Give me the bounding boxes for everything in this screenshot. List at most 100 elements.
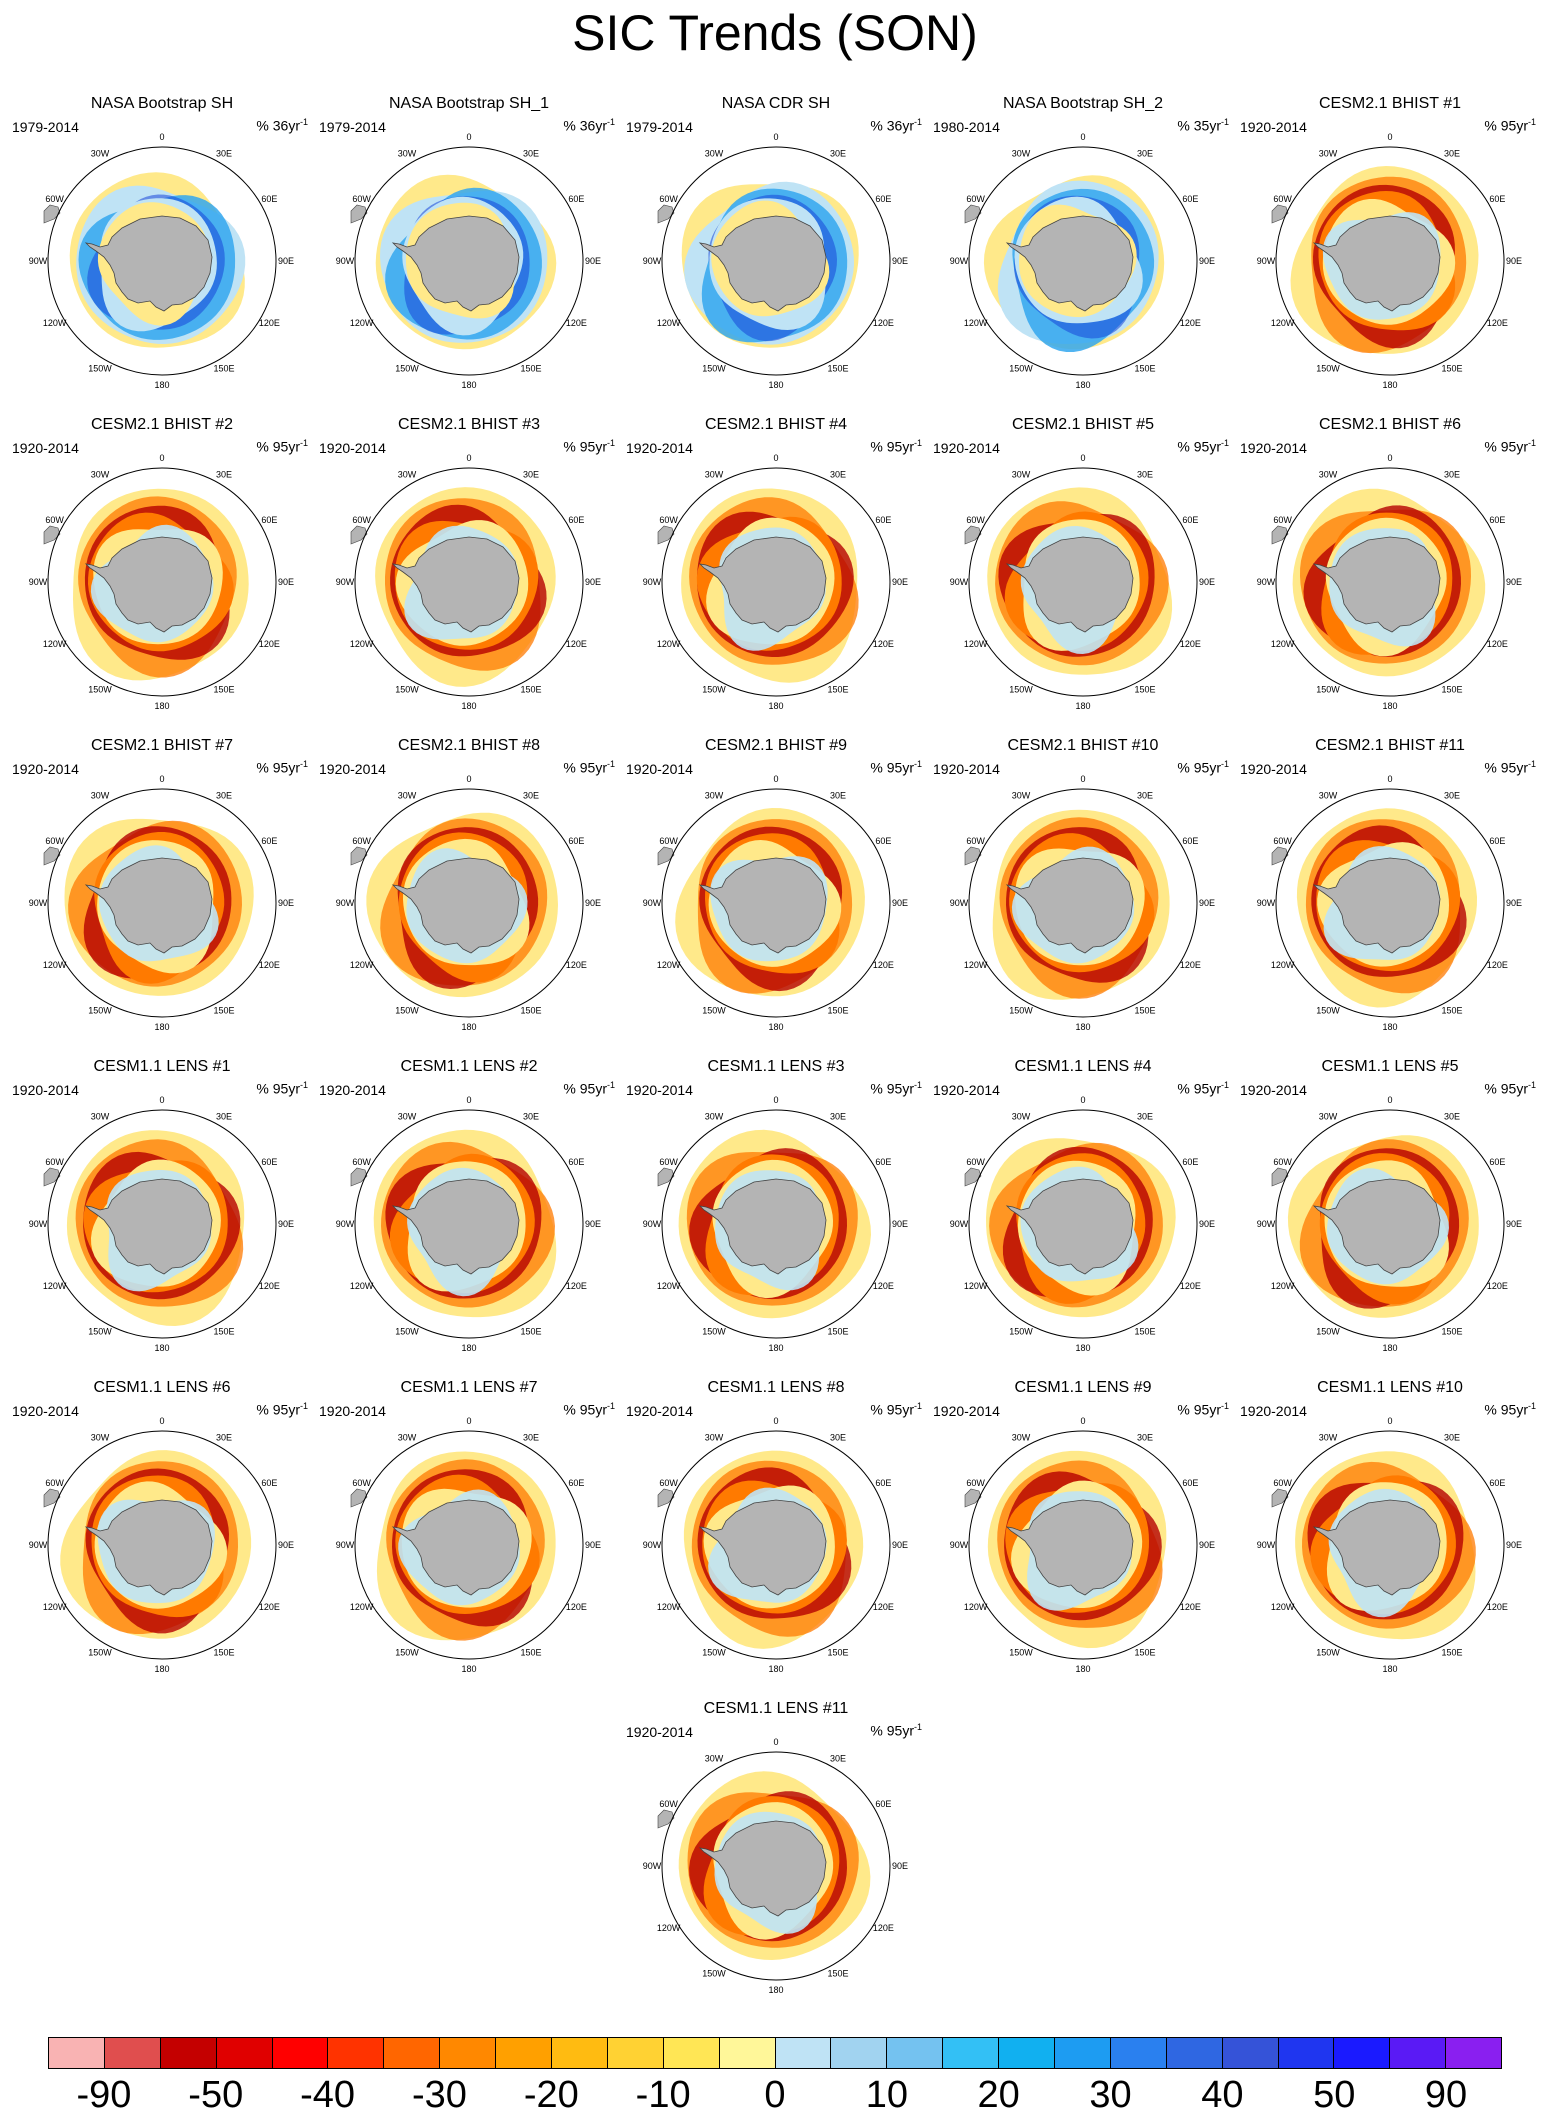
panel-title: CESM1.1 LENS #6 [93, 1379, 231, 1396]
longitude-label: 180 [154, 1022, 169, 1032]
panel-units: % 95yr-1 [256, 438, 308, 455]
longitude-label: 0 [466, 774, 471, 784]
antarctica-landmass [391, 1178, 520, 1275]
longitude-label: 30E [830, 791, 846, 801]
longitude-label: 0 [773, 132, 778, 142]
longitude-label: 90W [950, 1219, 969, 1229]
longitude-label: 90W [336, 1540, 355, 1550]
longitude-label: 90W [643, 1540, 662, 1550]
longitude-label: 90W [336, 577, 355, 587]
longitude-label: 60W [1273, 1157, 1292, 1167]
panel-years: 1920-2014 [319, 1082, 386, 1098]
map-panel: NASA CDR SH 1979-2014 % 36yr-1 0 30E 60E 90E 12… [624, 95, 928, 407]
polar-map: 0 30E 60E 90E 120E 150E 180 150W 120W 90W 60W 30W [950, 453, 1215, 711]
panel-years: 1920-2014 [319, 1403, 386, 1419]
longitude-label: 0 [466, 1416, 471, 1426]
longitude-label: 90W [1257, 898, 1276, 908]
longitude-label: 150E [1441, 1005, 1462, 1015]
antarctica-landmass [698, 536, 827, 633]
panel-years: 1920-2014 [1240, 1082, 1307, 1098]
map-panel: CESM2.1 BHIST #1 1920-2014 % 95yr-1 0 30E 60E… [1238, 95, 1542, 407]
longitude-label: 90E [1199, 256, 1215, 266]
antarctica-landmass [698, 857, 827, 954]
panel-title: NASA Bootstrap SH_1 [388, 95, 550, 112]
panel-years: 1920-2014 [1240, 761, 1307, 777]
longitude-label: 120E [1487, 639, 1508, 649]
longitude-label: 90E [585, 898, 601, 908]
panel-title: CESM1.1 LENS #2 [400, 1058, 538, 1075]
longitude-label: 150E [827, 1968, 848, 1978]
longitude-label: 60E [261, 1478, 277, 1488]
antarctica-landmass [698, 1820, 827, 1917]
longitude-label: 60W [45, 194, 64, 204]
longitude-label: 0 [159, 1095, 164, 1105]
south-america-tip [350, 204, 368, 224]
colorbar-tick-label: 30 [1089, 2074, 1132, 2116]
longitude-label: 60W [352, 1478, 371, 1488]
longitude-label: 60E [1489, 515, 1505, 525]
longitude-label: 0 [1080, 1416, 1085, 1426]
longitude-label: 180 [768, 1343, 783, 1353]
longitude-label: 120E [1180, 1602, 1201, 1612]
longitude-label: 180 [461, 701, 476, 711]
longitude-label: 60E [875, 1799, 891, 1809]
longitude-label: 90E [278, 256, 294, 266]
longitude-label: 120W [350, 960, 374, 970]
map-boundary [661, 146, 891, 376]
longitude-label: 30W [705, 149, 724, 159]
longitude-label: 30W [705, 1754, 724, 1764]
colorbar-tick-label: -30 [411, 2074, 467, 2116]
colorbar-swatch [887, 2038, 944, 2068]
panel-title: CESM1.1 LENS #3 [707, 1058, 845, 1075]
antarctica-landmass [1005, 1499, 1134, 1596]
longitude-label: 60W [1273, 836, 1292, 846]
polar-map: 0 30E 60E 90E 120E 150E 180 150W 120W 90W 60W 30W [1257, 453, 1522, 711]
panel-title: CESM2.1 BHIST #7 [91, 737, 233, 754]
longitude-label: 150W [1316, 684, 1340, 694]
longitude-label: 90W [29, 577, 48, 587]
longitude-label: 0 [773, 774, 778, 784]
map-boundary [661, 788, 891, 1018]
longitude-label: 150W [702, 1968, 726, 1978]
panel-units: % 95yr-1 [1484, 438, 1536, 455]
longitude-label: 150W [88, 684, 112, 694]
map-boundary [661, 467, 891, 697]
map-boundary [1275, 467, 1505, 697]
longitude-label: 90W [1257, 577, 1276, 587]
map-boundary [354, 788, 584, 1018]
antarctica-landmass [391, 857, 520, 954]
longitude-label: 60W [966, 194, 985, 204]
panel-years: 1920-2014 [933, 1403, 1000, 1419]
longitude-label: 120E [1487, 960, 1508, 970]
longitude-label: 150E [827, 1326, 848, 1336]
longitude-label: 30W [1319, 470, 1338, 480]
map-panel: NASA Bootstrap SH_1 1979-2014 % 36yr-1 0 30E… [317, 95, 621, 407]
longitude-label: 0 [466, 453, 471, 463]
map-boundary [47, 1109, 277, 1339]
longitude-label: 60E [1182, 836, 1198, 846]
panel-title: NASA CDR SH [721, 95, 831, 112]
map-boundary [968, 788, 1198, 1018]
longitude-label: 90W [643, 577, 662, 587]
longitude-label: 180 [154, 1343, 169, 1353]
longitude-label: 150W [395, 684, 419, 694]
colorbar-labels: -90 -50 -40 -30 -20 -10 0 10 20 30 40 50 90 [0, 2074, 1550, 2124]
longitude-label: 60W [352, 194, 371, 204]
antarctica-landmass [698, 215, 827, 312]
panel-title: CESM2.1 BHIST #5 [1012, 416, 1154, 433]
longitude-label: 150E [1134, 1326, 1155, 1336]
panel-units: % 95yr-1 [1484, 117, 1536, 134]
longitude-label: 90E [278, 1540, 294, 1550]
longitude-label: 60E [568, 836, 584, 846]
longitude-label: 30E [216, 1433, 232, 1443]
panel-years: 1979-2014 [12, 119, 79, 135]
longitude-label: 0 [1387, 1416, 1392, 1426]
panel-units: % 95yr-1 [870, 759, 922, 776]
panel-units: % 36yr-1 [256, 117, 308, 134]
longitude-label: 150W [702, 684, 726, 694]
longitude-label: 90W [336, 256, 355, 266]
longitude-label: 90E [278, 577, 294, 587]
panel-units: % 95yr-1 [1177, 1401, 1229, 1418]
longitude-label: 30W [1012, 470, 1031, 480]
map-boundary [354, 467, 584, 697]
